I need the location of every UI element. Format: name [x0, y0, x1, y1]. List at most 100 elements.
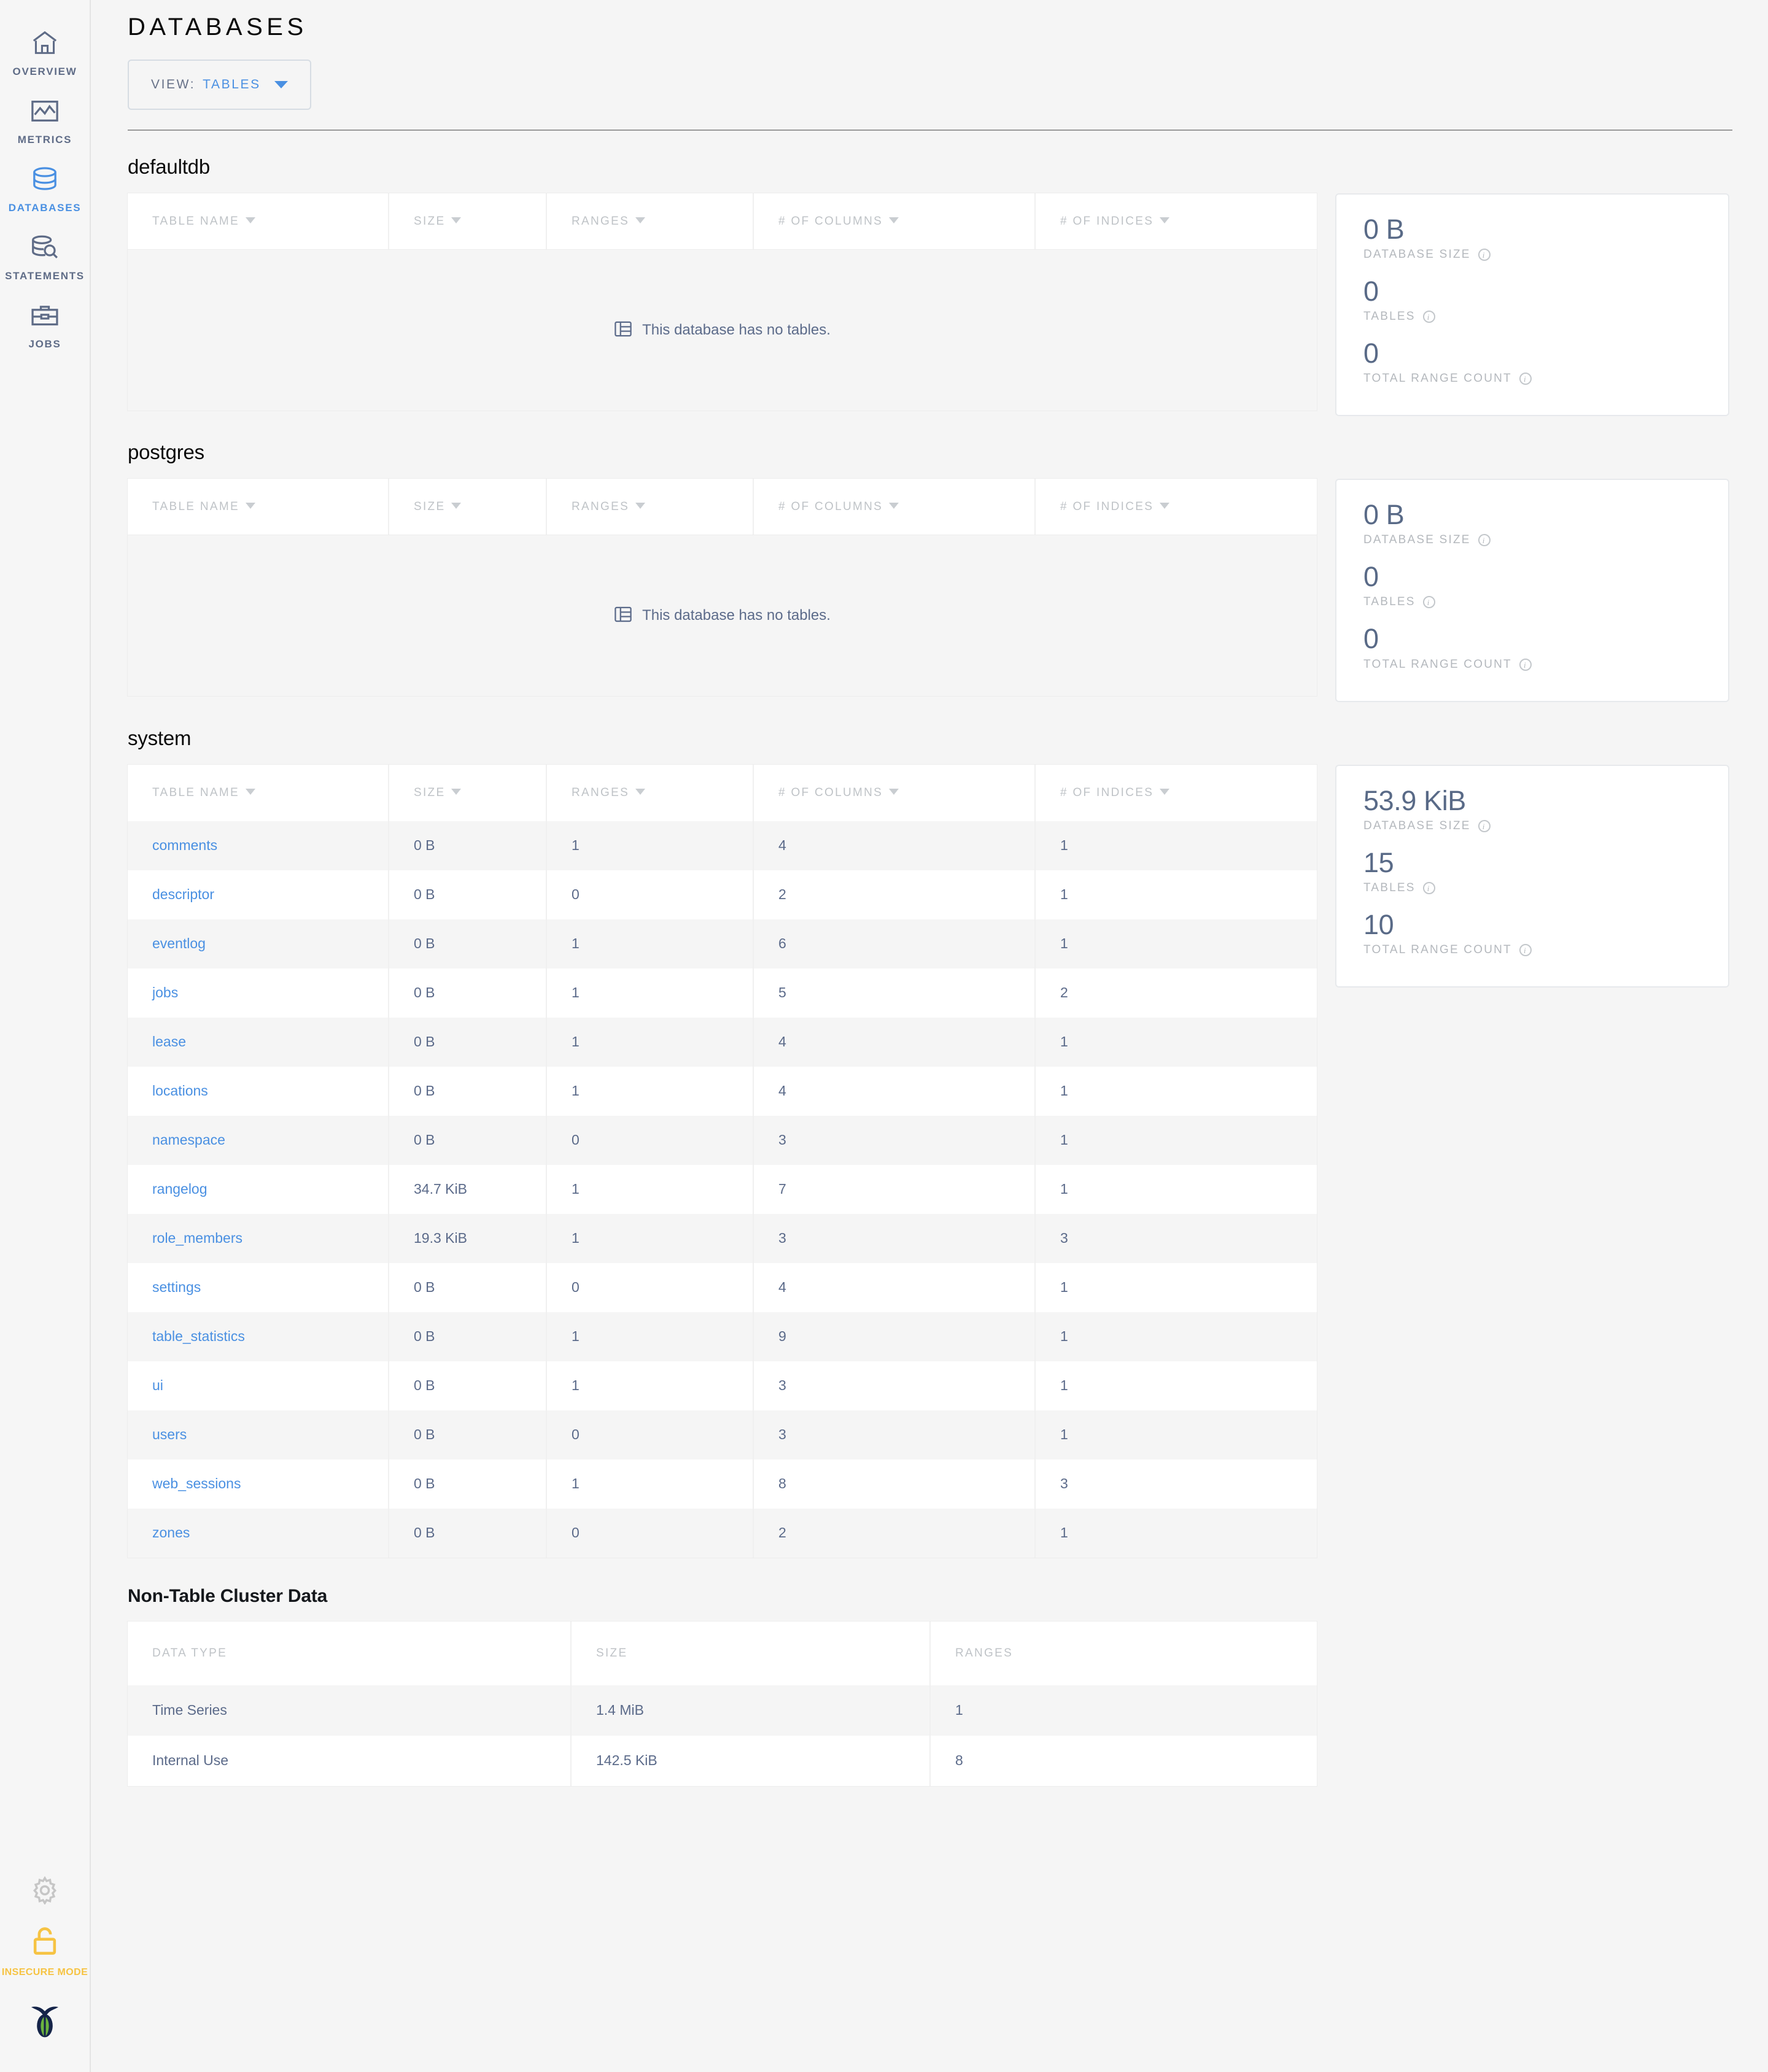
column-header-table-name[interactable]: TABLE NAME [128, 193, 389, 250]
info-icon[interactable]: i [1478, 249, 1491, 261]
cell-table-name[interactable]: locations [128, 1066, 389, 1116]
sidebar-item-databases[interactable]: Databases [0, 152, 90, 220]
info-icon[interactable]: i [1519, 373, 1532, 385]
info-icon[interactable]: i [1422, 596, 1435, 609]
info-icon[interactable]: i [1519, 943, 1532, 956]
cell-size: 0 B [389, 870, 547, 919]
table-row[interactable]: rangelog 34.7 KiB 1 7 1 [128, 1164, 1317, 1214]
cell-table-name[interactable]: role_members [128, 1213, 389, 1263]
column-header-size[interactable]: SIZE [389, 193, 547, 250]
info-icon[interactable]: i [1422, 311, 1435, 323]
sidebar-item-jobs[interactable]: Jobs [0, 288, 90, 357]
column-header-ranges[interactable]: RANGES [930, 1621, 1317, 1685]
cell-table-name[interactable]: settings [128, 1262, 389, 1312]
database-name[interactable]: defaultdb [128, 155, 210, 178]
column-header-table-name[interactable]: TABLE NAME [128, 764, 389, 821]
column-header-num-indices[interactable]: # OF INDICES [1035, 193, 1317, 250]
table-link[interactable]: rangelog [152, 1181, 207, 1197]
cell-size: 0 B [389, 1508, 547, 1558]
cell-table-name[interactable]: lease [128, 1017, 389, 1067]
table-link[interactable]: web_sessions [152, 1475, 241, 1492]
column-header-ranges[interactable]: RANGES [546, 764, 754, 821]
info-icon[interactable]: i [1478, 534, 1491, 547]
column-header-ranges[interactable]: RANGES [546, 479, 754, 536]
column-header-num-columns[interactable]: # OF COLUMNS [753, 479, 1036, 536]
column-header-num-indices[interactable]: # OF INDICES [1035, 479, 1317, 536]
column-header-num-indices[interactable]: # OF INDICES [1035, 764, 1317, 821]
stat-label: DATABASE SIZE i [1363, 248, 1701, 261]
column-header-ranges[interactable]: RANGES [546, 193, 754, 250]
cell-data-type: Internal Use [128, 1735, 572, 1786]
table-link[interactable]: lease [152, 1034, 186, 1050]
cell-table-name[interactable]: descriptor [128, 870, 389, 919]
database-name[interactable]: postgres [128, 441, 204, 464]
table-link[interactable]: ui [152, 1377, 163, 1394]
cell-table-name[interactable]: web_sessions [128, 1459, 389, 1509]
sidebar-item-label: Overview [12, 66, 77, 77]
sidebar-item-metrics[interactable]: Metrics [0, 84, 90, 152]
table-link[interactable]: descriptor [152, 886, 214, 903]
info-icon[interactable]: i [1422, 881, 1435, 894]
column-header-size[interactable]: SIZE [389, 764, 547, 821]
table-row[interactable]: role_members 19.3 KiB 1 3 3 [128, 1213, 1317, 1263]
cell-table-name[interactable]: users [128, 1410, 389, 1459]
table-link[interactable]: comments [152, 837, 218, 854]
sidebar-item-statements[interactable]: Statements [0, 220, 90, 288]
stat-value: 0 [1363, 276, 1379, 307]
cell-table-name[interactable]: comments [128, 821, 389, 870]
table-link[interactable]: table_statistics [152, 1328, 245, 1345]
empty-state: This database has no tables. [128, 250, 1317, 411]
sort-caret-icon [245, 217, 255, 223]
column-header-size[interactable]: SIZE [389, 479, 547, 536]
table-link[interactable]: eventlog [152, 935, 206, 952]
cell-table-name[interactable]: zones [128, 1508, 389, 1558]
stat-value: 0 B [1363, 214, 1405, 245]
sidebar-item-overview[interactable]: Overview [0, 16, 90, 84]
database-name[interactable]: system [128, 726, 192, 749]
cell-table-name[interactable]: eventlog [128, 919, 389, 968]
cell-table-name[interactable]: table_statistics [128, 1312, 389, 1361]
cell-table-name[interactable]: ui [128, 1361, 389, 1410]
column-header-table-name[interactable]: TABLE NAME [128, 479, 389, 536]
table-link[interactable]: zones [152, 1525, 190, 1541]
column-header-size[interactable]: SIZE [571, 1621, 931, 1685]
column-header-num-columns[interactable]: # OF COLUMNS [753, 193, 1036, 250]
settings-button[interactable] [31, 1876, 59, 1908]
stat-tables: 15 TABLES i [1363, 846, 1701, 895]
stat-tables: 0 TABLES i [1363, 275, 1701, 323]
sort-caret-icon [635, 503, 646, 509]
column-header-num-columns[interactable]: # OF COLUMNS [753, 764, 1036, 821]
cell-table-name[interactable]: namespace [128, 1115, 389, 1165]
cell-table-name[interactable]: jobs [128, 968, 389, 1018]
cell-ranges: 0 [546, 870, 754, 919]
insecure-mode-indicator[interactable]: INSECURE MODE [2, 1926, 88, 1978]
table-link[interactable]: users [152, 1426, 187, 1443]
cell-num-indices: 3 [1060, 1230, 1068, 1247]
stat-label: TOTAL RANGE COUNT i [1363, 943, 1701, 957]
table-link[interactable]: namespace [152, 1132, 225, 1148]
view-selector-dropdown[interactable]: VIEW: TABLES [128, 60, 311, 110]
column-header-data-type[interactable]: DATA TYPE [128, 1621, 572, 1685]
unlock-icon [31, 1926, 59, 1960]
table-link[interactable]: role_members [152, 1230, 242, 1247]
cell-table-name[interactable]: rangelog [128, 1164, 389, 1214]
info-icon[interactable]: i [1519, 658, 1532, 671]
table-link[interactable]: jobs [152, 984, 179, 1001]
cell-size: 0 B [389, 919, 547, 968]
table-link[interactable]: settings [152, 1279, 201, 1296]
info-icon[interactable]: i [1478, 819, 1491, 832]
table-link[interactable]: locations [152, 1083, 208, 1099]
